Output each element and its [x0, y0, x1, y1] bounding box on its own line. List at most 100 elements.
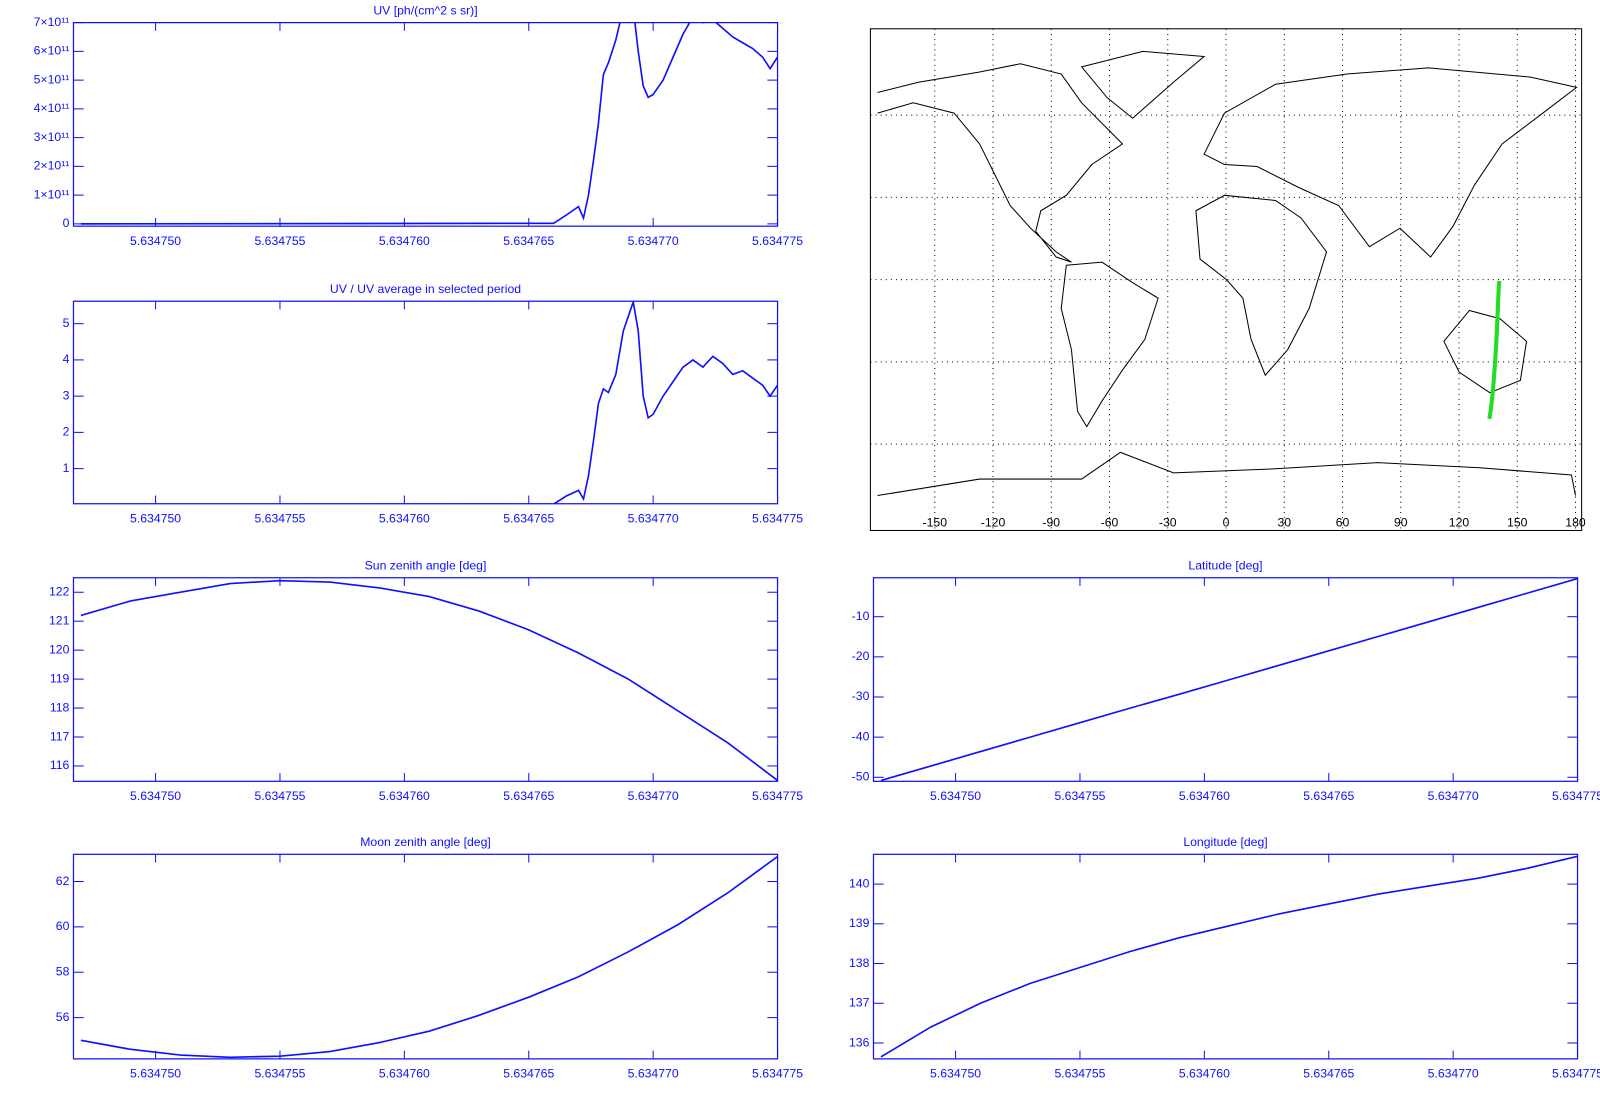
x-tick-label: 5.634760 — [1179, 789, 1230, 803]
map-lon-label: 150 — [1507, 515, 1528, 529]
x-tick-label: 5.634770 — [1428, 789, 1479, 803]
plot-frame — [872, 853, 1579, 1060]
x-tick-label: 5.634750 — [130, 1067, 181, 1081]
x-tick-label: 5.634765 — [1303, 1067, 1354, 1081]
x-tick-label: 5.634755 — [254, 511, 305, 525]
chart-title: Latitude [deg] — [1188, 559, 1262, 573]
y-tick-label: 122 — [49, 584, 70, 598]
y-tick-label: 138 — [849, 956, 870, 970]
y-tick-label: 3×10¹¹ — [34, 130, 70, 144]
y-tick-label: 2×10¹¹ — [34, 159, 70, 173]
x-tick-label: 5.634770 — [628, 234, 679, 248]
y-tick-label: 120 — [49, 642, 70, 656]
x-tick-label: 5.634755 — [254, 789, 305, 803]
y-tick-label: 4×10¹¹ — [34, 101, 70, 115]
y-tick-label: -50 — [852, 770, 870, 784]
y-tick-label: -40 — [852, 729, 870, 743]
x-tick-label: 5.634775 — [1552, 789, 1600, 803]
map-lon-label: -30 — [1159, 515, 1177, 529]
map-lon-label: 0 — [1223, 515, 1230, 529]
map-lon-label: 90 — [1394, 515, 1408, 529]
x-tick-label: 5.634775 — [752, 511, 803, 525]
y-tick-label: 58 — [56, 964, 70, 978]
x-tick-label: 5.634770 — [628, 1067, 679, 1081]
x-tick-label: 5.634775 — [752, 1067, 803, 1081]
x-tick-label: 5.634750 — [930, 789, 981, 803]
y-tick-label: 0 — [63, 216, 70, 230]
chart-title: Sun zenith angle [deg] — [365, 559, 487, 573]
y-tick-label: 56 — [56, 1010, 70, 1024]
x-tick-label: 5.634775 — [1552, 1067, 1600, 1081]
coastline — [877, 63, 1124, 263]
data-line — [880, 855, 1578, 1058]
x-tick-label: 5.634750 — [130, 511, 181, 525]
y-tick-label: 121 — [49, 613, 70, 627]
y-tick-label: 136 — [849, 1035, 870, 1049]
y-tick-label: 3 — [63, 388, 70, 402]
x-tick-label: 5.634760 — [379, 511, 430, 525]
data-line — [80, 579, 778, 782]
y-tick-label: 116 — [50, 758, 70, 772]
y-tick-label: -10 — [852, 609, 870, 623]
y-tick-label: 118 — [50, 700, 70, 714]
coastline — [1195, 194, 1328, 377]
map-coastlines — [869, 28, 1583, 531]
y-tick-label: 119 — [50, 671, 70, 685]
orbit-track — [1487, 280, 1502, 420]
y-tick-label: 6×10¹¹ — [34, 44, 70, 58]
x-tick-label: 5.634770 — [628, 789, 679, 803]
x-tick-label: 5.634765 — [1303, 789, 1354, 803]
x-tick-label: 5.634775 — [752, 789, 803, 803]
y-tick-label: 140 — [849, 876, 870, 890]
y-tick-label: 5 — [63, 316, 70, 330]
x-tick-label: 5.634755 — [254, 1067, 305, 1081]
y-tick-label: 7×10¹¹ — [34, 15, 70, 29]
chart-title: UV [ph/(cm^2 s sr)] — [373, 4, 477, 18]
data-line — [80, 855, 778, 1059]
y-tick-label: 1 — [63, 461, 70, 475]
map-lon-label: -120 — [981, 515, 1006, 529]
x-tick-label: 5.634755 — [1054, 1067, 1105, 1081]
x-tick-label: 5.634775 — [752, 234, 803, 248]
y-tick-label: 2 — [63, 425, 70, 439]
plot-frame — [72, 853, 779, 1060]
data-line — [880, 577, 1578, 782]
chart-title: Longitude [deg] — [1183, 835, 1267, 849]
map-lon-label: 180 — [1565, 515, 1586, 529]
y-tick-label: 60 — [56, 919, 70, 933]
x-tick-label: 5.634765 — [503, 1067, 554, 1081]
coastline — [1443, 309, 1528, 394]
y-tick-label: 62 — [56, 874, 70, 888]
y-tick-label: 137 — [849, 995, 870, 1009]
plot-frame — [72, 300, 779, 505]
x-tick-label: 5.634755 — [254, 234, 305, 248]
plot-frame — [872, 577, 1579, 782]
x-tick-label: 5.634760 — [379, 234, 430, 248]
y-tick-label: 117 — [50, 729, 70, 743]
y-tick-label: 1×10¹¹ — [34, 187, 70, 201]
x-tick-label: 5.634770 — [1428, 1067, 1479, 1081]
chart-title: Moon zenith angle [deg] — [360, 835, 491, 849]
x-tick-label: 5.634765 — [503, 234, 554, 248]
y-tick-label: -20 — [852, 649, 870, 663]
x-tick-label: 5.634750 — [930, 1067, 981, 1081]
x-tick-label: 5.634750 — [130, 789, 181, 803]
x-tick-label: 5.634765 — [503, 789, 554, 803]
map-lon-label: 60 — [1336, 515, 1350, 529]
y-tick-label: 5×10¹¹ — [34, 72, 70, 86]
y-tick-label: 4 — [63, 352, 70, 366]
x-tick-label: 5.634760 — [379, 1067, 430, 1081]
x-tick-label: 5.634750 — [130, 234, 181, 248]
x-tick-label: 5.634760 — [1179, 1067, 1230, 1081]
map-lon-label: 30 — [1277, 515, 1291, 529]
map-lon-label: -60 — [1101, 515, 1119, 529]
x-tick-label: 5.634770 — [628, 511, 679, 525]
coastline — [877, 451, 1577, 497]
x-tick-label: 5.634765 — [503, 511, 554, 525]
map-lon-label: -150 — [923, 515, 948, 529]
chart-title: UV / UV average in selected period — [330, 282, 521, 296]
plot-frame — [72, 21, 779, 227]
